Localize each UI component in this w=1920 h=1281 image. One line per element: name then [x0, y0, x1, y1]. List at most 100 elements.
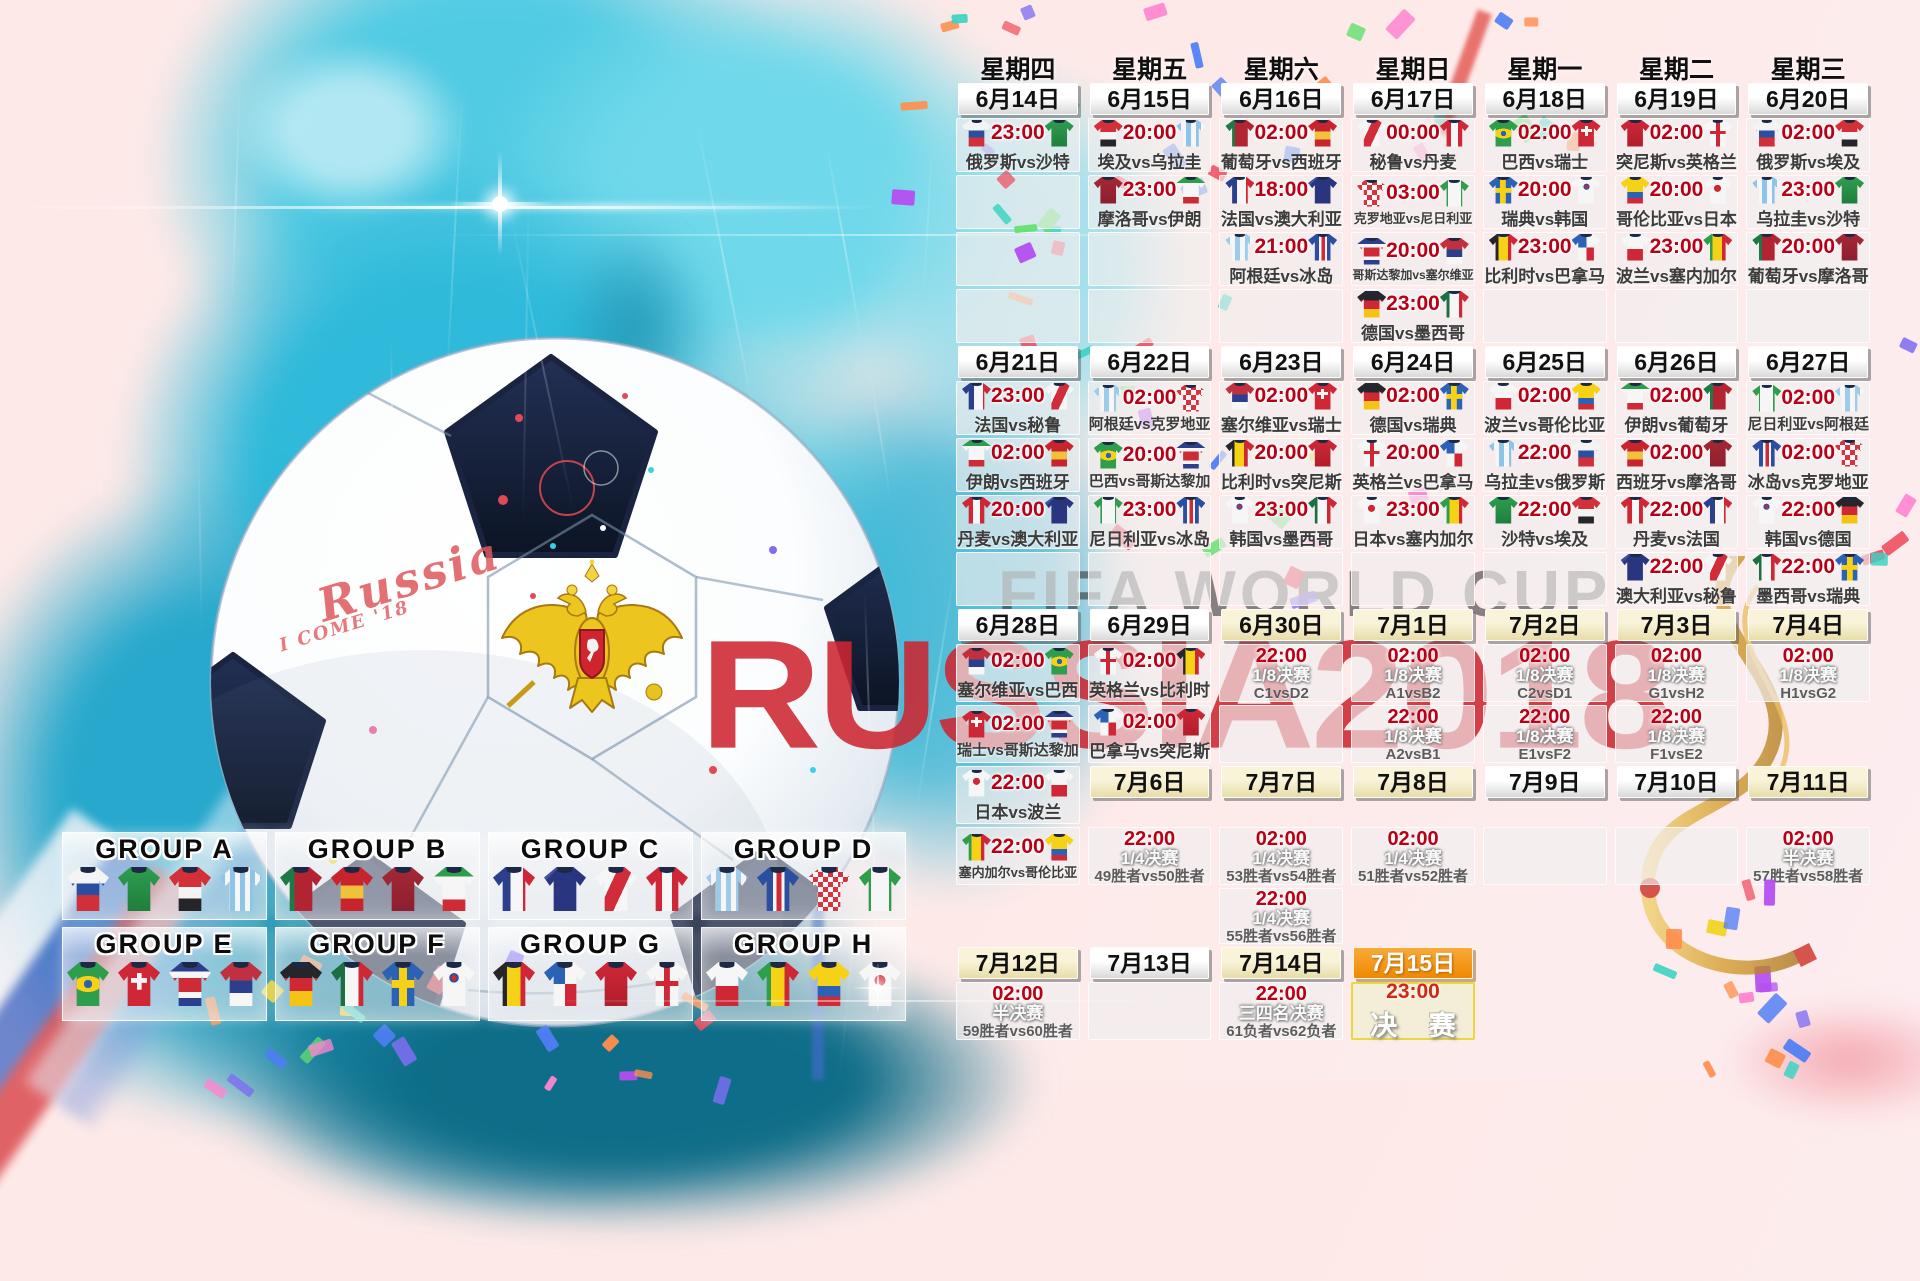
stage-label: 1/4决赛 [1121, 850, 1179, 868]
home-jersey-icon [1752, 234, 1781, 261]
match-time: 02:00 [1783, 828, 1834, 850]
jersey-collar [1449, 291, 1459, 295]
match-time-row: 20:00 [1089, 118, 1211, 147]
jersey-collar [971, 120, 981, 124]
match-time-row: 02:00 [1616, 438, 1738, 467]
away-jersey-icon [1045, 834, 1074, 861]
jersey-collar [1762, 385, 1772, 389]
match-time-row: 02:00 [1616, 381, 1738, 410]
home-jersey-icon [962, 770, 991, 797]
jersey-collar [131, 867, 146, 873]
jersey-collar [182, 962, 197, 968]
jersey-collar [770, 962, 785, 968]
jersey-collar [608, 867, 623, 873]
jersey-collar [1630, 440, 1640, 444]
team-names: 突尼斯vs英格兰 [1616, 148, 1738, 173]
away-jersey-icon [1176, 385, 1205, 412]
match-time: 02:00 [1650, 121, 1704, 145]
match-time-row: 02:00 [1747, 118, 1869, 147]
team-jersey-icon [280, 867, 322, 911]
jersey-collar [1449, 120, 1459, 124]
date-cell: 7月4日 [1748, 609, 1868, 641]
date-cell: 6月27日 [1748, 346, 1868, 378]
confetti-piece [900, 100, 928, 110]
jersey-collar [1630, 120, 1640, 124]
jersey-collar [1366, 238, 1376, 242]
match-time: 20:00 [1386, 441, 1440, 465]
match-time: 02:00 [1781, 386, 1835, 410]
pair-label: C2vsD1 [1517, 685, 1572, 702]
jersey-collar [1054, 497, 1064, 501]
date-cell: 6月28日 [958, 609, 1078, 641]
match-time-row: 23:00 [1747, 175, 1869, 204]
match-time: 03:00 [1386, 181, 1440, 205]
away-jersey-icon [1835, 120, 1864, 147]
jersey-collar [80, 962, 95, 968]
away-jersey-icon [1703, 234, 1732, 261]
match-time-row: 02:00 [1089, 383, 1211, 412]
match-time: 22:00 [1256, 983, 1307, 1005]
group-jerseys [280, 962, 475, 1006]
away-jersey-icon [1572, 383, 1601, 410]
team-names: 尼日利亚vs冰岛 [1089, 525, 1211, 550]
home-jersey-icon [962, 440, 991, 467]
match-time-row: 23:00 [1220, 495, 1342, 524]
away-jersey-icon [1440, 383, 1469, 410]
jersey-collar [1317, 120, 1327, 124]
home-jersey-icon [1621, 383, 1650, 410]
jersey-collar [1366, 440, 1376, 444]
sparkle-icon [448, 152, 552, 256]
team-names: 法国vs秘鲁 [957, 411, 1079, 436]
jersey-collar [1103, 120, 1113, 124]
date-cell: 6月16日 [1221, 83, 1341, 115]
jersey-collar [1630, 383, 1640, 387]
match-time-row: 02:00 [1352, 381, 1474, 410]
jersey-collar [821, 962, 836, 968]
match-time-row: 22:00 [957, 768, 1079, 797]
jersey-collar [1630, 554, 1640, 558]
date-cell: 6月25日 [1485, 346, 1605, 378]
stage-label: 1/8决赛 [1648, 667, 1706, 685]
match-time: 02:00 [991, 441, 1045, 465]
team-names: 冰岛vs克罗地亚 [1747, 468, 1869, 493]
pair-label: H1vsG2 [1780, 685, 1836, 702]
team-jersey-icon [220, 962, 262, 1006]
match-time-row: 03:00 [1352, 178, 1474, 207]
jersey-collar [872, 867, 887, 873]
away-jersey-icon [1572, 234, 1601, 261]
home-jersey-icon [1225, 497, 1254, 524]
away-jersey-icon [1572, 120, 1601, 147]
match-time: 22:00 [1256, 645, 1307, 667]
jersey-collar [1762, 497, 1772, 501]
home-jersey-icon [1621, 177, 1650, 204]
match-time: 23:00 [1254, 498, 1308, 522]
group-box: GROUP B [275, 832, 480, 920]
home-jersey-icon [1357, 440, 1386, 467]
jersey-collar [659, 962, 674, 968]
home-jersey-icon [1094, 177, 1123, 204]
jersey-collar [719, 867, 734, 873]
team-names: 日本vs波兰 [957, 798, 1079, 823]
match-time: 02:00 [1650, 384, 1704, 408]
team-names: 秘鲁vs丹麦 [1352, 148, 1474, 173]
match-time: 02:00 [1650, 441, 1704, 465]
date-cell: 6月22日 [1090, 346, 1210, 378]
jersey-collar [1498, 120, 1508, 124]
match-time: 20:00 [1123, 443, 1177, 467]
home-jersey-icon [1225, 440, 1254, 467]
jersey-collar [293, 962, 308, 968]
empty-cell [956, 552, 1080, 606]
confetti-piece [952, 13, 968, 24]
confetti-piece [891, 189, 915, 205]
empty-cell [1483, 552, 1607, 606]
